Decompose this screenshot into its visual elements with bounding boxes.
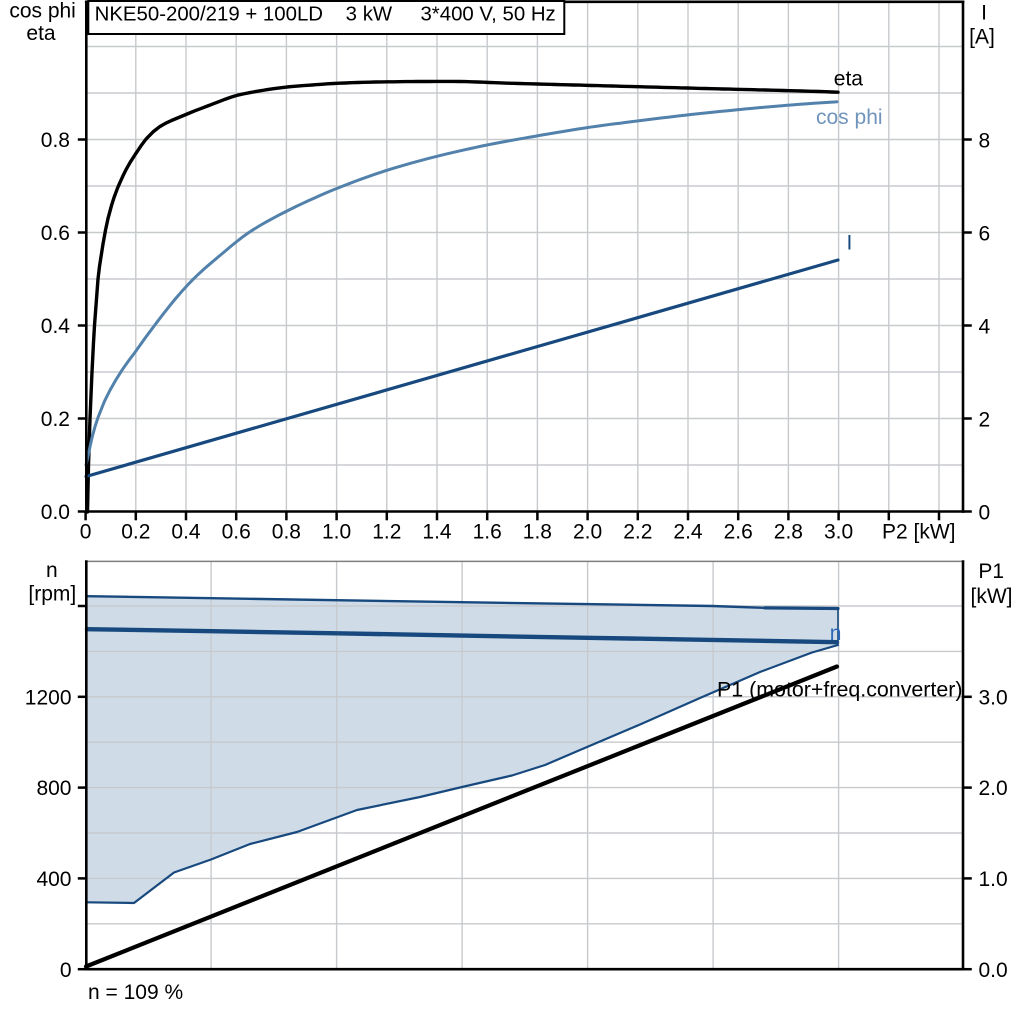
svg-text:0: 0 [979, 501, 991, 524]
svg-text:6: 6 [979, 222, 991, 245]
svg-text:eta: eta [26, 22, 56, 45]
svg-text:2.6: 2.6 [724, 520, 753, 543]
svg-text:P1: P1 [978, 560, 1004, 583]
svg-text:0.2: 0.2 [41, 408, 70, 431]
svg-text:2.0: 2.0 [979, 777, 1008, 800]
svg-text:[A]: [A] [969, 26, 995, 49]
svg-text:0.4: 0.4 [171, 520, 201, 543]
svg-text:2.0: 2.0 [573, 520, 602, 543]
svg-text:0.4: 0.4 [41, 315, 71, 338]
svg-text:3.0: 3.0 [824, 520, 853, 543]
svg-text:2.2: 2.2 [623, 520, 652, 543]
svg-text:eta: eta [834, 68, 864, 91]
svg-text:cos phi: cos phi [816, 106, 883, 129]
svg-text:I: I [981, 2, 987, 25]
svg-text:2.8: 2.8 [774, 520, 803, 543]
svg-text:400: 400 [36, 868, 71, 891]
svg-text:4: 4 [979, 315, 991, 338]
svg-text:0: 0 [60, 959, 72, 982]
svg-text:[kW]: [kW] [971, 585, 1013, 608]
svg-text:0.8: 0.8 [272, 520, 301, 543]
svg-text:[rpm]: [rpm] [28, 583, 76, 606]
svg-text:1.2: 1.2 [372, 520, 401, 543]
svg-text:0.2: 0.2 [121, 520, 150, 543]
svg-text:2: 2 [979, 408, 991, 431]
svg-text:0.8: 0.8 [41, 129, 70, 152]
svg-text:0.6: 0.6 [222, 520, 251, 543]
svg-text:P2 [kW]: P2 [kW] [882, 520, 956, 543]
svg-text:800: 800 [36, 777, 71, 800]
svg-text:1200: 1200 [25, 686, 72, 709]
svg-text:1.4: 1.4 [422, 520, 452, 543]
svg-text:I: I [847, 232, 853, 255]
svg-text:n: n [830, 622, 842, 645]
svg-text:2.4: 2.4 [673, 520, 703, 543]
svg-text:1.0: 1.0 [322, 520, 351, 543]
svg-text:NKE50-200/219 + 100LD 3 kW: NKE50-200/219 + 100LD 3 kW 3*400 V, 50 H… [95, 4, 556, 26]
svg-text:1.8: 1.8 [523, 520, 552, 543]
svg-text:n = 109 %: n = 109 % [88, 981, 183, 1004]
svg-text:8: 8 [979, 129, 991, 152]
svg-text:3.0: 3.0 [979, 686, 1008, 709]
svg-text:1.6: 1.6 [473, 520, 502, 543]
svg-text:1.0: 1.0 [979, 868, 1008, 891]
svg-text:cos phi: cos phi [9, 0, 76, 23]
svg-text:0: 0 [80, 520, 92, 543]
svg-text:P1 (motor+freq.converter): P1 (motor+freq.converter) [717, 678, 963, 702]
svg-text:0.6: 0.6 [41, 222, 70, 245]
svg-text:0.0: 0.0 [41, 501, 70, 524]
svg-text:0.0: 0.0 [979, 959, 1008, 982]
svg-text:n: n [46, 559, 58, 582]
